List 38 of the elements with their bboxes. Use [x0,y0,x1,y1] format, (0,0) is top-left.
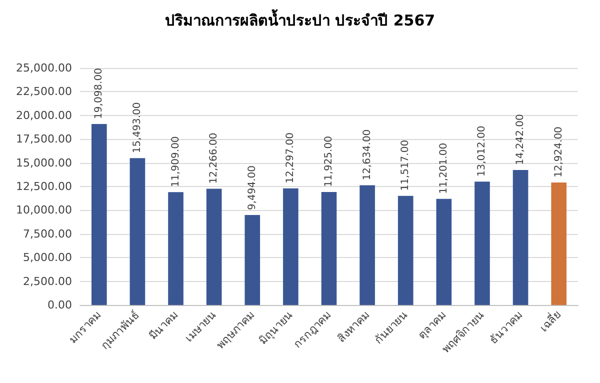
bar [283,188,298,305]
data-label: 9,494.00 [246,165,258,210]
data-label: 12,634.00 [362,129,373,180]
data-label: 11,517.00 [400,140,412,191]
y-tick-label: 20,000.00 [16,108,72,122]
bar [206,188,222,305]
bar [130,158,146,305]
bar [551,182,567,305]
chart-title: ปริมาณการผลิตน้ำประปา ประจำปี 2567 [164,8,436,30]
bar [398,196,414,305]
data-label: 12,924.00 [553,126,564,178]
y-tick-label: 7,500.00 [23,227,72,240]
y-tick-label: 0.00 [48,298,72,312]
data-label: 19,098.00 [94,68,105,119]
data-label: 12,297.00 [285,132,296,184]
y-tick-label: 12,500.00 [16,180,72,193]
y-tick-label: 22,500.00 [16,85,72,98]
bar [321,192,337,305]
bar [91,124,107,305]
data-label: 14,242.00 [515,114,526,165]
bar [474,182,490,305]
y-tick-label: 10,000.00 [16,204,72,217]
y-tick-label: 2,500.00 [23,274,72,288]
data-label: 11,909.00 [170,136,182,188]
data-label: 11,201.00 [438,142,450,194]
bar [512,170,528,305]
data-label: 13,012.00 [476,126,488,177]
y-tick-label: 15,000.00 [16,156,72,170]
y-tick-label: 5,000.00 [23,251,72,264]
data-label: 15,493.00 [132,102,143,154]
y-tick-label: 25,000.00 [16,62,72,74]
data-label: 12,266.00 [208,132,220,184]
y-tick-label: 17,500.00 [16,132,72,146]
data-label: 11,925.00 [324,136,334,187]
bar [244,214,260,305]
bar [436,198,452,305]
bar [360,185,375,305]
bar [168,192,184,305]
